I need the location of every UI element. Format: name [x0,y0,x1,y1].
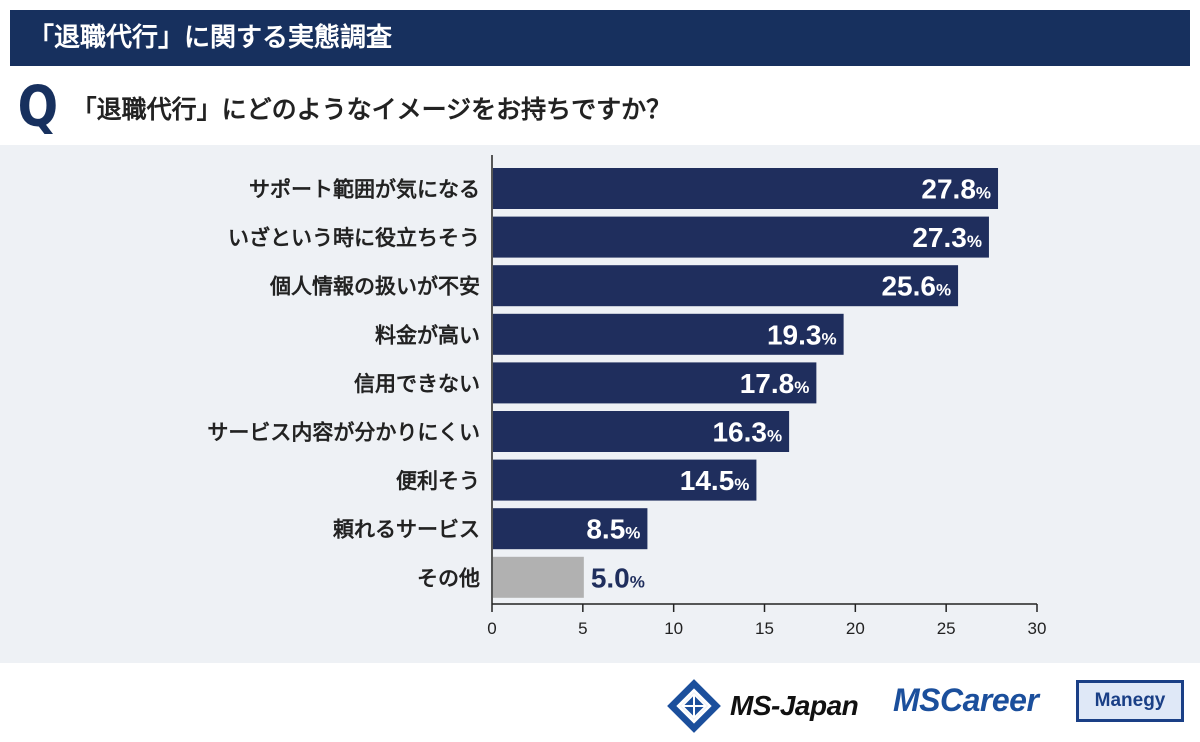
question-mark-q: Q [17,75,59,140]
data-label: 25.6% [881,271,951,302]
data-label: 17.8% [740,368,810,399]
category-label: 料金が高い [375,323,480,347]
data-label: 27.8% [921,174,991,205]
ms-japan-diamond-icon [667,679,721,733]
bar [493,168,999,209]
data-label: 16.3% [712,417,782,448]
data-label-unit: % [936,281,951,300]
bar [493,411,790,452]
x-tick-label: 30 [1028,619,1047,638]
data-label-value: 5.0 [591,562,630,593]
data-label-value: 19.3 [767,319,822,350]
bar [493,362,817,404]
data-label-unit: % [821,329,836,348]
category-label: 個人情報の扱いが不安 [269,275,480,299]
question-text: 「退職代行」にどのようなイメージをお持ちですか？ [71,95,672,124]
x-tick-label: 25 [937,619,956,638]
category-label: 便利そう [396,469,480,493]
data-label: 14.5% [680,465,750,496]
data-label-value: 27.3 [912,222,967,253]
ms-japan-logo: MS-Japan [666,678,859,734]
data-label-unit: % [967,232,982,251]
bar [493,313,844,355]
survey-title-banner: 「退職代行」に関する実態調査 [10,10,1190,66]
x-tick-label: 15 [755,619,774,638]
bar-chart: サポート範囲が気になる 27.8% いざという時に役立ちそう 27.3% 個人情報の扱い… [207,155,1047,638]
x-tick-label: 20 [846,619,865,638]
question-line: Q 「退職代行」にどのようなイメージをお持ちですか？ [14,75,672,140]
survey-title: 「退職代行」に関する実態調査 [28,23,393,53]
x-tick-label: 0 [487,619,496,638]
data-label-unit: % [767,427,782,446]
ms-japan-wordmark: MS-Japan [730,690,859,721]
data-label-unit: % [625,524,640,543]
data-label-value: 17.8 [740,368,795,399]
category-label: いざという時に役立ちそう [228,226,480,250]
category-label: サポート範囲が気になる [249,178,480,202]
category-label: 信用できない [354,372,480,396]
ms-career-logo: MSCareer [893,682,1039,718]
category-label: その他 [417,566,480,590]
footer [0,663,1200,742]
data-label-unit: % [976,184,991,203]
data-label-unit: % [630,572,645,591]
data-label-value: 16.3 [712,417,767,448]
data-label-value: 27.8 [921,174,976,205]
data-label-value: 25.6 [881,271,936,302]
x-tick-label: 10 [664,619,683,638]
data-label: 19.3% [767,319,837,350]
bar [493,556,584,598]
data-label: 27.3% [912,222,982,253]
category-label: 頼れるサービス [333,518,480,542]
data-label-value: 8.5 [586,514,625,545]
bar [493,459,757,501]
bar [493,508,648,550]
category-label: サービス内容が分かりにくい [207,421,480,445]
data-label-unit: % [734,475,749,494]
data-label: 5.0% [591,562,645,593]
x-tick-label: 5 [578,619,587,638]
manegy-logo: Manegy [1076,680,1184,722]
data-label-unit: % [794,378,809,397]
bar [493,216,989,258]
data-label: 8.5% [586,514,640,545]
bar [493,265,959,307]
data-label-value: 14.5 [680,465,735,496]
